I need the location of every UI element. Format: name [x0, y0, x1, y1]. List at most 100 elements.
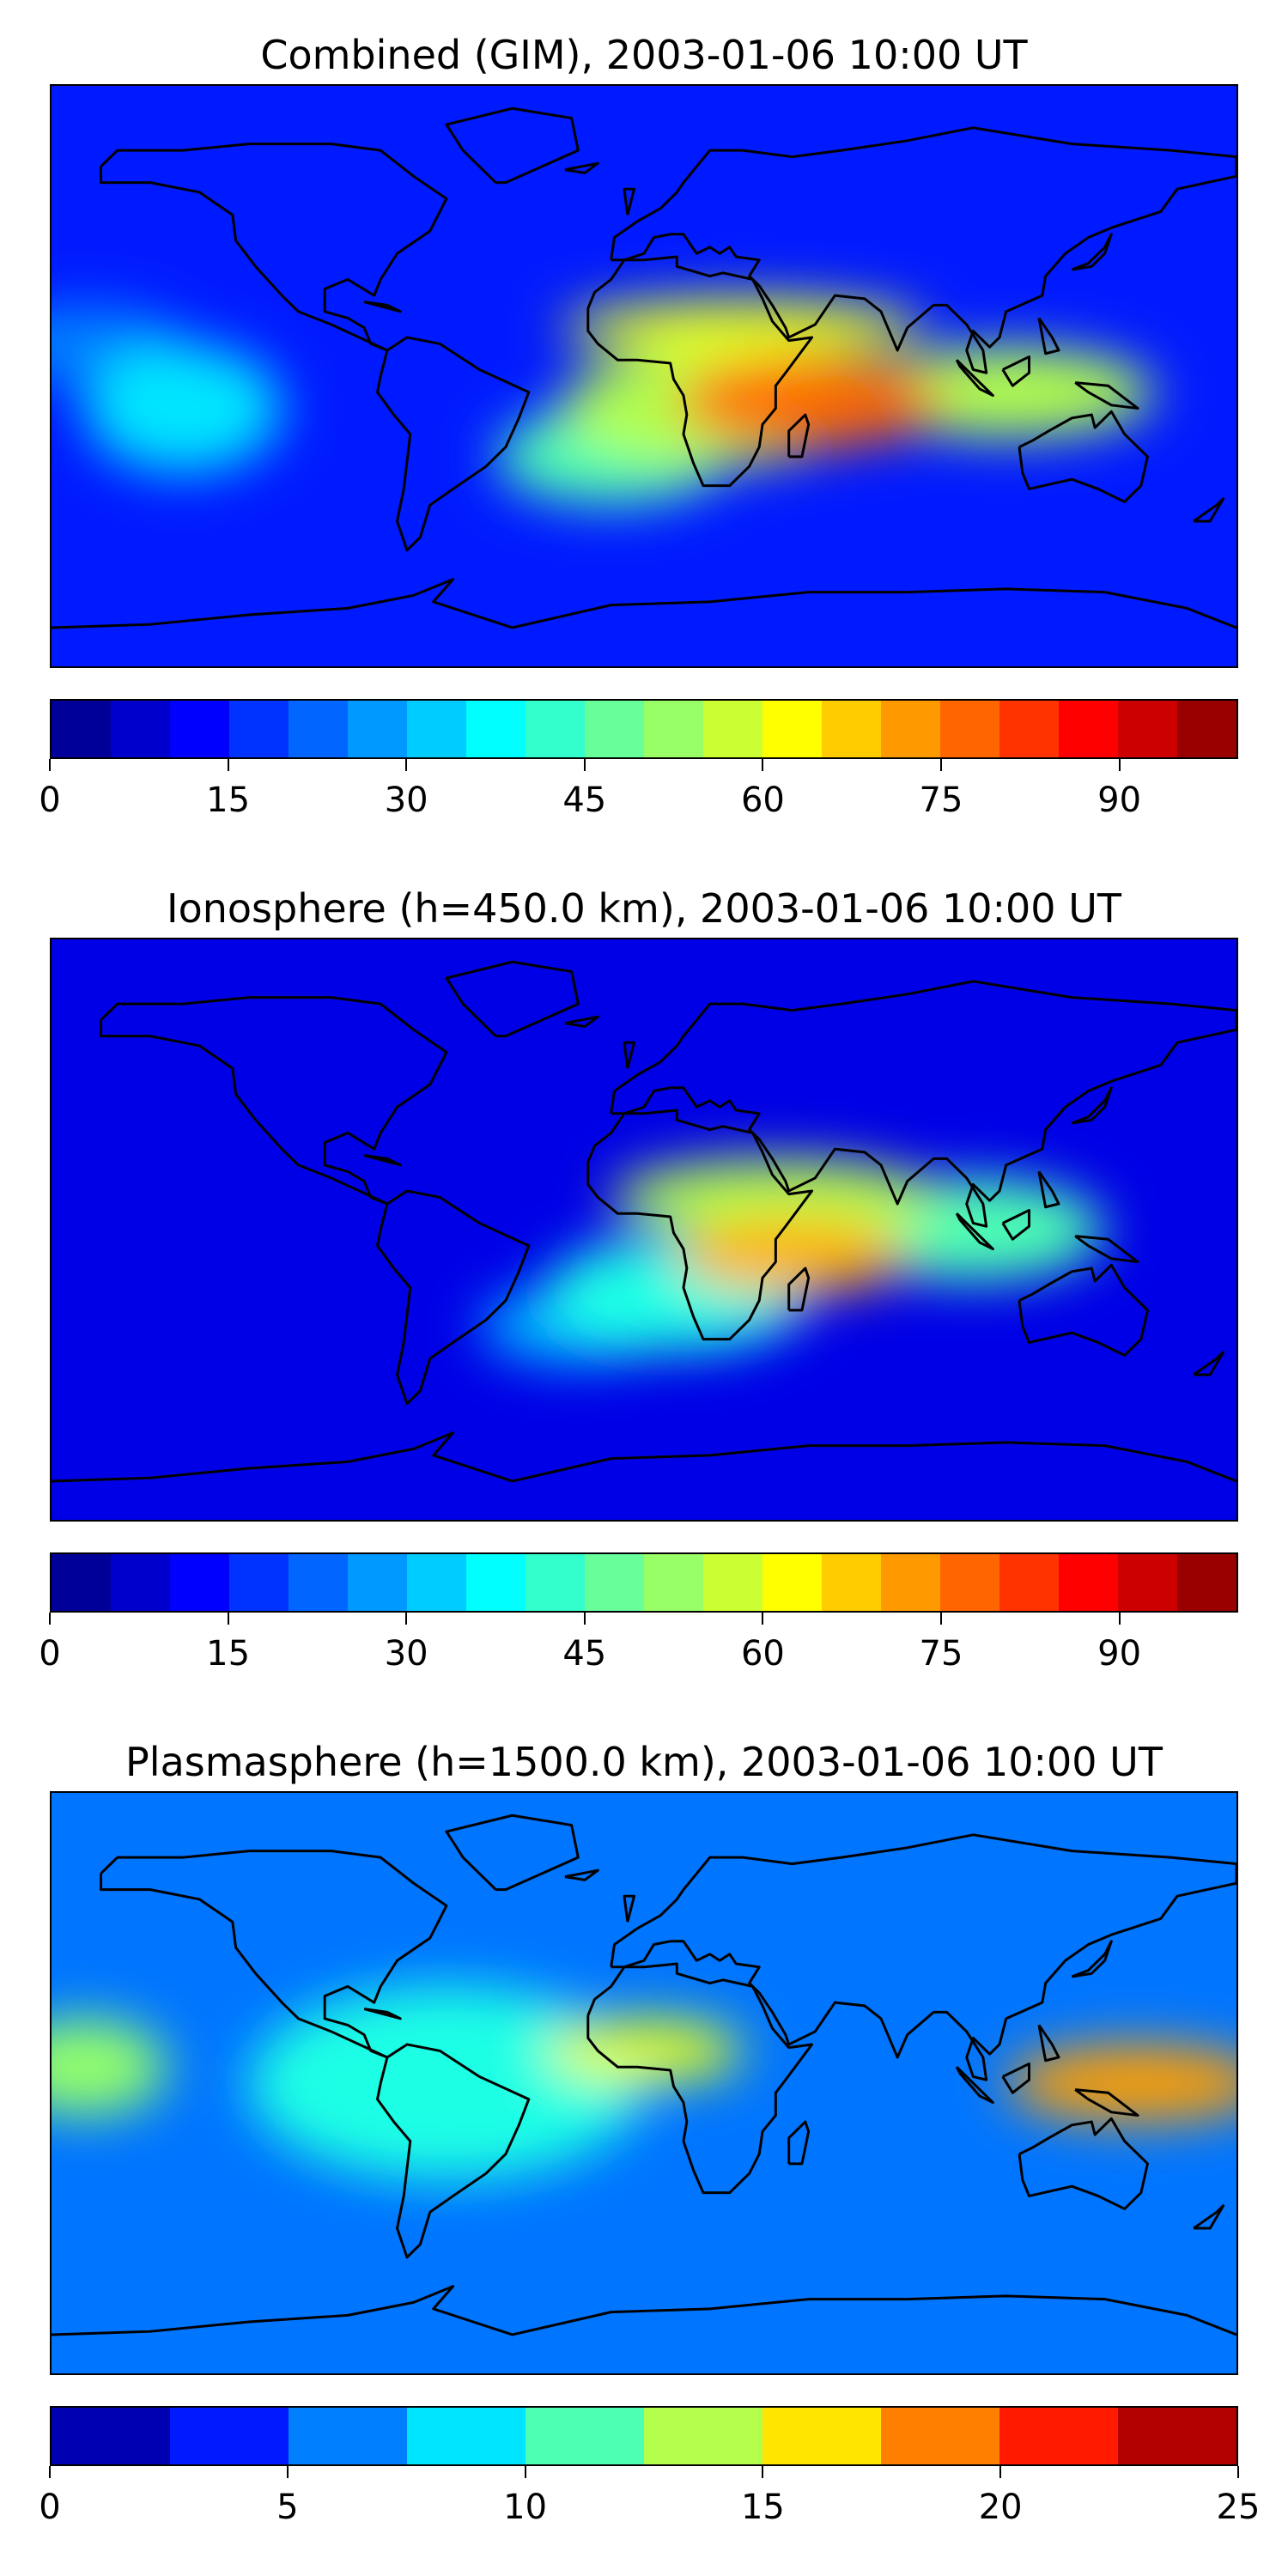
coastline — [363, 2008, 402, 2020]
heatmap-svg — [52, 1793, 1236, 2373]
colorbar-segment — [762, 1554, 822, 1611]
heatmap-region — [545, 2018, 744, 2083]
colorbar-segment — [1177, 701, 1236, 757]
heatmap-region — [52, 2018, 167, 2116]
coastline — [586, 1109, 814, 1341]
coastline — [564, 161, 599, 174]
colorbar-segment — [881, 2408, 999, 2464]
coastline — [363, 301, 402, 313]
coastline — [52, 1431, 1236, 1483]
heatmap-region — [677, 1216, 908, 1295]
colorbar-segment — [822, 1554, 881, 1611]
colorbar-tick — [524, 2466, 526, 2478]
colorbar-tick-label: 25 — [1216, 2488, 1261, 2527]
coastline — [100, 1850, 448, 2059]
colorbar-segment — [881, 701, 940, 757]
colorbar-tick-label: 75 — [919, 781, 963, 820]
colorbar-segment — [1118, 2408, 1236, 2464]
colorbar-tick — [405, 759, 408, 771]
colorbar-tick-label: 5 — [276, 2488, 299, 2527]
coastline — [1018, 1263, 1149, 1357]
colorbar-ticks: 0 15 30 45 60 75 90 — [39, 759, 1238, 820]
coastline — [363, 1154, 402, 1167]
colorbar-tick-label: 0 — [39, 781, 61, 820]
colorbar-tick-label: 15 — [740, 2488, 785, 2527]
colorbar-segment — [644, 1554, 703, 1611]
coastline — [1037, 1170, 1060, 1209]
coastline — [1193, 1351, 1225, 1376]
chart-title: Ionosphere (h=450.0 km), 2003-01-06 10:0… — [167, 885, 1121, 932]
colorbar-tick — [762, 2466, 764, 2478]
colorbar-segment — [170, 1554, 229, 1611]
coastline — [787, 1267, 811, 1312]
colorbar — [50, 699, 1238, 759]
colorbar-segment — [1177, 1554, 1236, 1611]
coastline — [586, 1962, 814, 2195]
colorbar-segment — [111, 701, 170, 757]
heatmap-svg — [52, 86, 1236, 666]
colorbar — [50, 2406, 1238, 2466]
coastline — [610, 126, 1236, 374]
coastline — [1074, 2088, 1139, 2117]
heatmap-region — [249, 1986, 644, 2180]
coastline — [1018, 2117, 1149, 2210]
coastline — [1071, 233, 1113, 271]
colorbar-segment — [1118, 701, 1177, 757]
coastline — [1074, 1235, 1139, 1264]
coastline — [1074, 381, 1139, 410]
coastline — [1018, 410, 1149, 503]
colorbar-tick-label: 0 — [39, 1634, 61, 1674]
colorbar-tick-label: 20 — [978, 2488, 1023, 2527]
colorbar-segment — [170, 2408, 289, 2464]
colorbar-tick-label: 15 — [206, 781, 251, 820]
coastline — [52, 578, 1236, 629]
coastline — [623, 1894, 636, 1923]
colorbar-segment — [999, 1554, 1059, 1611]
colorbar-segment — [585, 701, 644, 757]
coastline — [1001, 2062, 1030, 2094]
colorbar-segment — [762, 2408, 881, 2464]
colorbar-tick — [583, 759, 586, 771]
coastline — [787, 413, 811, 459]
colorbar-tick-label: 45 — [562, 1634, 607, 1674]
colorbar-tick — [286, 2466, 289, 2478]
coastline — [1193, 497, 1225, 523]
chart-title: Plasmasphere (h=1500.0 km), 2003-01-06 1… — [125, 1739, 1163, 1785]
colorbar-segment — [703, 701, 762, 757]
colorbar-segment — [585, 1554, 644, 1611]
colorbar-segment — [407, 701, 466, 757]
map-plot — [50, 938, 1238, 1522]
coastline — [787, 2120, 811, 2166]
colorbar-tick-label: 30 — [384, 1634, 428, 1674]
colorbar-tick — [583, 1613, 586, 1625]
colorbar-tick — [999, 2466, 1002, 2478]
colorbar-tick — [1118, 1613, 1121, 1625]
coastline — [445, 1814, 580, 1892]
coastline — [376, 336, 531, 552]
colorbar-tick — [227, 759, 229, 771]
coastline — [1001, 355, 1030, 387]
colorbar-tick-label: 0 — [39, 2488, 61, 2527]
heatmap-region — [1005, 2044, 1236, 2123]
coastline — [1193, 2204, 1225, 2230]
colorbar-tick-label: 90 — [1097, 1634, 1142, 1674]
coastline — [564, 1015, 599, 1028]
colorbar-tick — [940, 1613, 942, 1625]
colorbar-segment — [822, 701, 881, 757]
colorbar-tick — [405, 1613, 408, 1625]
coastline — [1001, 1208, 1030, 1241]
colorbar-tick — [762, 759, 764, 771]
coastline — [376, 1189, 531, 1406]
colorbar-segment — [940, 701, 999, 757]
coastline — [100, 996, 448, 1206]
coastline — [445, 960, 580, 1038]
colorbar-tick — [49, 759, 51, 771]
colorbar-segment — [348, 1554, 407, 1611]
coastline — [623, 1041, 636, 1069]
colorbar — [50, 1552, 1238, 1613]
map-plot — [50, 84, 1238, 668]
coastline — [1037, 2024, 1060, 2063]
coastline — [955, 359, 994, 398]
colorbar-segment — [407, 2408, 526, 2464]
coastline — [623, 187, 636, 216]
